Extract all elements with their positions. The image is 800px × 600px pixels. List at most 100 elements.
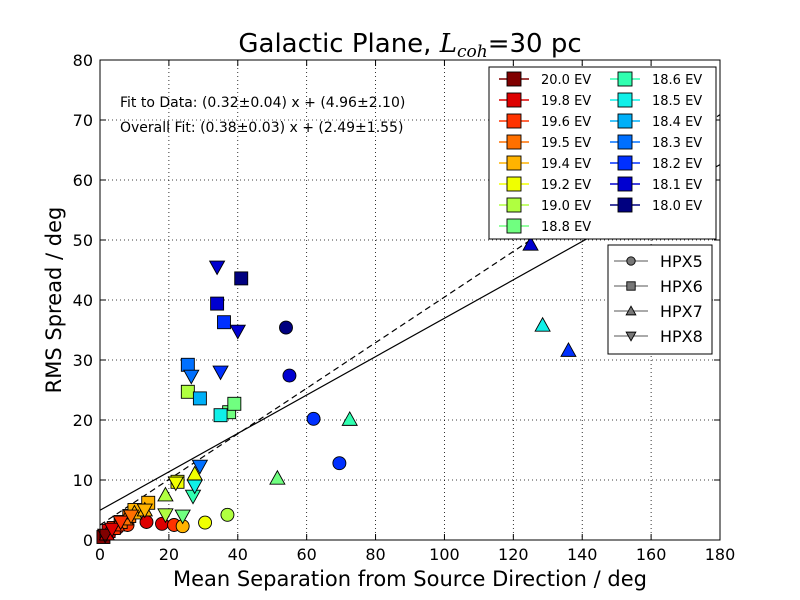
legend-marker-item: HPX6 bbox=[614, 277, 703, 296]
legend-energy-label: 19.5 EV bbox=[541, 136, 591, 151]
legend-energy-swatch bbox=[617, 155, 633, 171]
data-point-hpx8 bbox=[212, 365, 229, 381]
legend-energy-item: 19.8 EV bbox=[499, 92, 591, 109]
y-axis-label: RMS Spread / deg bbox=[42, 207, 66, 394]
y-tick-label: 40 bbox=[73, 291, 93, 310]
data-point-hpx5 bbox=[139, 515, 154, 529]
legend-energy-label: 18.1 EV bbox=[652, 178, 702, 193]
legend-energy-label: 19.4 EV bbox=[541, 157, 591, 172]
x-axis-label: Mean Separation from Source Direction / … bbox=[173, 567, 647, 591]
fit-annotation-overall: Overall Fit: (0.38±0.03) x + (2.49±1.55) bbox=[120, 120, 403, 136]
legend-energy-item: 19.0 EV bbox=[499, 197, 591, 214]
legend-marker-symbol bbox=[625, 305, 637, 316]
data-point-hpx8 bbox=[96, 528, 114, 544]
data-point-hpx5 bbox=[306, 411, 321, 426]
legend-energy-label: 18.0 EV bbox=[652, 199, 702, 214]
data-point-hpx5 bbox=[198, 515, 213, 530]
legend-marker-label: HPX7 bbox=[660, 302, 703, 321]
legend-marker-symbol bbox=[626, 281, 636, 291]
y-tick-label: 20 bbox=[73, 411, 93, 430]
legend-marker-label: HPX6 bbox=[660, 277, 703, 296]
y-tick-label: 30 bbox=[73, 351, 93, 370]
legend-energy-label: 18.2 EV bbox=[652, 157, 702, 172]
legend-energy-swatch bbox=[506, 176, 522, 192]
legend-marker-symbol bbox=[625, 331, 637, 342]
legend-energy-item: 19.6 EV bbox=[499, 113, 591, 130]
legend-energy-item: 20.0 EV bbox=[499, 71, 591, 88]
overall-fit-line bbox=[99, 114, 721, 526]
x-tick-label: 100 bbox=[429, 545, 460, 564]
x-tick-label: 0 bbox=[95, 545, 105, 564]
data-point-hpx8 bbox=[183, 369, 200, 385]
legend-energy-swatch bbox=[506, 134, 522, 150]
legend-energy-swatch bbox=[506, 71, 522, 87]
data-point-hpx7 bbox=[157, 486, 174, 502]
legend-marker-symbol bbox=[626, 256, 636, 266]
axis-ticks: 0 20 40 60 80 100 120 140 160 180 0 10 20 30 40 50 60 70 8… bbox=[73, 51, 736, 564]
data-point-hpx8 bbox=[208, 260, 226, 276]
data-point-hpx5 bbox=[279, 320, 293, 335]
legend-energy-item: 19.5 EV bbox=[499, 134, 591, 151]
legend-energy-label: 18.3 EV bbox=[652, 136, 702, 151]
x-tick-label: 140 bbox=[567, 545, 598, 564]
data-point-hpx6 bbox=[213, 408, 228, 423]
legend-energy-label: 19.6 EV bbox=[541, 115, 591, 130]
legend-energy-item: 18.1 EV bbox=[610, 176, 702, 193]
legend-energy-label: 20.0 EV bbox=[541, 73, 591, 88]
x-tick-label: 180 bbox=[705, 545, 736, 564]
legend-energy: 20.0 EV 19.8 EV 19.6 EV 19.5 EV 19.4 EV 19.2 … bbox=[488, 66, 717, 240]
legend-energy-swatch bbox=[617, 92, 633, 108]
legend-energy-swatch bbox=[617, 71, 633, 87]
legend-energy-item: 18.5 EV bbox=[610, 92, 702, 109]
legend-marker-label: HPX5 bbox=[660, 252, 703, 271]
legend-markers: HPX5 HPX6 HPX7 HPX8 bbox=[607, 244, 713, 355]
data-point-hpx8 bbox=[112, 515, 129, 531]
legend-energy-swatch bbox=[506, 92, 522, 108]
x-tick-label: 160 bbox=[636, 545, 667, 564]
data-point-hpx8 bbox=[157, 508, 174, 524]
data-point-hpx7 bbox=[269, 469, 286, 485]
x-tick-label: 20 bbox=[159, 545, 179, 564]
data-point-hpx6 bbox=[234, 271, 249, 286]
data-point-hpx6 bbox=[227, 396, 242, 411]
legend-energy-swatch bbox=[506, 113, 522, 129]
data-point-hpx6 bbox=[180, 357, 195, 372]
data-point-hpx6 bbox=[217, 315, 231, 330]
x-tick-label: 60 bbox=[296, 545, 316, 564]
legend-energy-label: 19.8 EV bbox=[541, 94, 591, 109]
fit-annotation-data: Fit to Data: (0.32±0.04) x + (4.96±2.10) bbox=[120, 95, 405, 111]
legend-energy-item: 18.6 EV bbox=[610, 71, 702, 88]
data-point-hpx8 bbox=[191, 459, 209, 475]
data-point-hpx7 bbox=[522, 235, 539, 251]
data-point-hpx7 bbox=[560, 341, 577, 357]
y-tick-label: 10 bbox=[73, 471, 93, 490]
legend-energy-label: 18.6 EV bbox=[652, 73, 702, 88]
data-point-hpx8 bbox=[174, 509, 191, 525]
legend-energy-item: 18.4 EV bbox=[610, 113, 702, 130]
legend-energy-label: 18.8 EV bbox=[541, 220, 591, 235]
legend-energy-label: 18.4 EV bbox=[652, 115, 702, 130]
legend-energy-item: 18.2 EV bbox=[610, 155, 702, 172]
legend-energy-swatch bbox=[617, 197, 633, 213]
data-point-hpx6 bbox=[210, 296, 225, 311]
x-tick-label: 120 bbox=[498, 545, 529, 564]
legend-energy-label: 19.0 EV bbox=[541, 199, 591, 214]
legend-energy-swatch bbox=[506, 155, 522, 171]
legend-energy-item: 18.3 EV bbox=[610, 134, 702, 151]
legend-marker-item: HPX8 bbox=[614, 327, 703, 346]
legend-energy-swatch bbox=[506, 197, 522, 213]
legend-energy-swatch bbox=[617, 134, 633, 150]
legend-energy-item: 18.0 EV bbox=[610, 197, 702, 214]
y-tick-label: 80 bbox=[73, 51, 93, 70]
data-point-hpx5 bbox=[220, 507, 235, 522]
data-point-hpx6 bbox=[192, 391, 207, 406]
data-point-hpx8 bbox=[103, 522, 121, 538]
legend-energy-box bbox=[488, 66, 717, 240]
data-point-hpx5 bbox=[282, 368, 297, 383]
legend-marker-item: HPX5 bbox=[614, 252, 703, 271]
legend-energy-swatch bbox=[506, 218, 522, 234]
legend-energy-label: 19.2 EV bbox=[541, 178, 591, 193]
legend-energy-item: 19.4 EV bbox=[499, 155, 591, 172]
data-point-hpx8 bbox=[229, 324, 247, 340]
